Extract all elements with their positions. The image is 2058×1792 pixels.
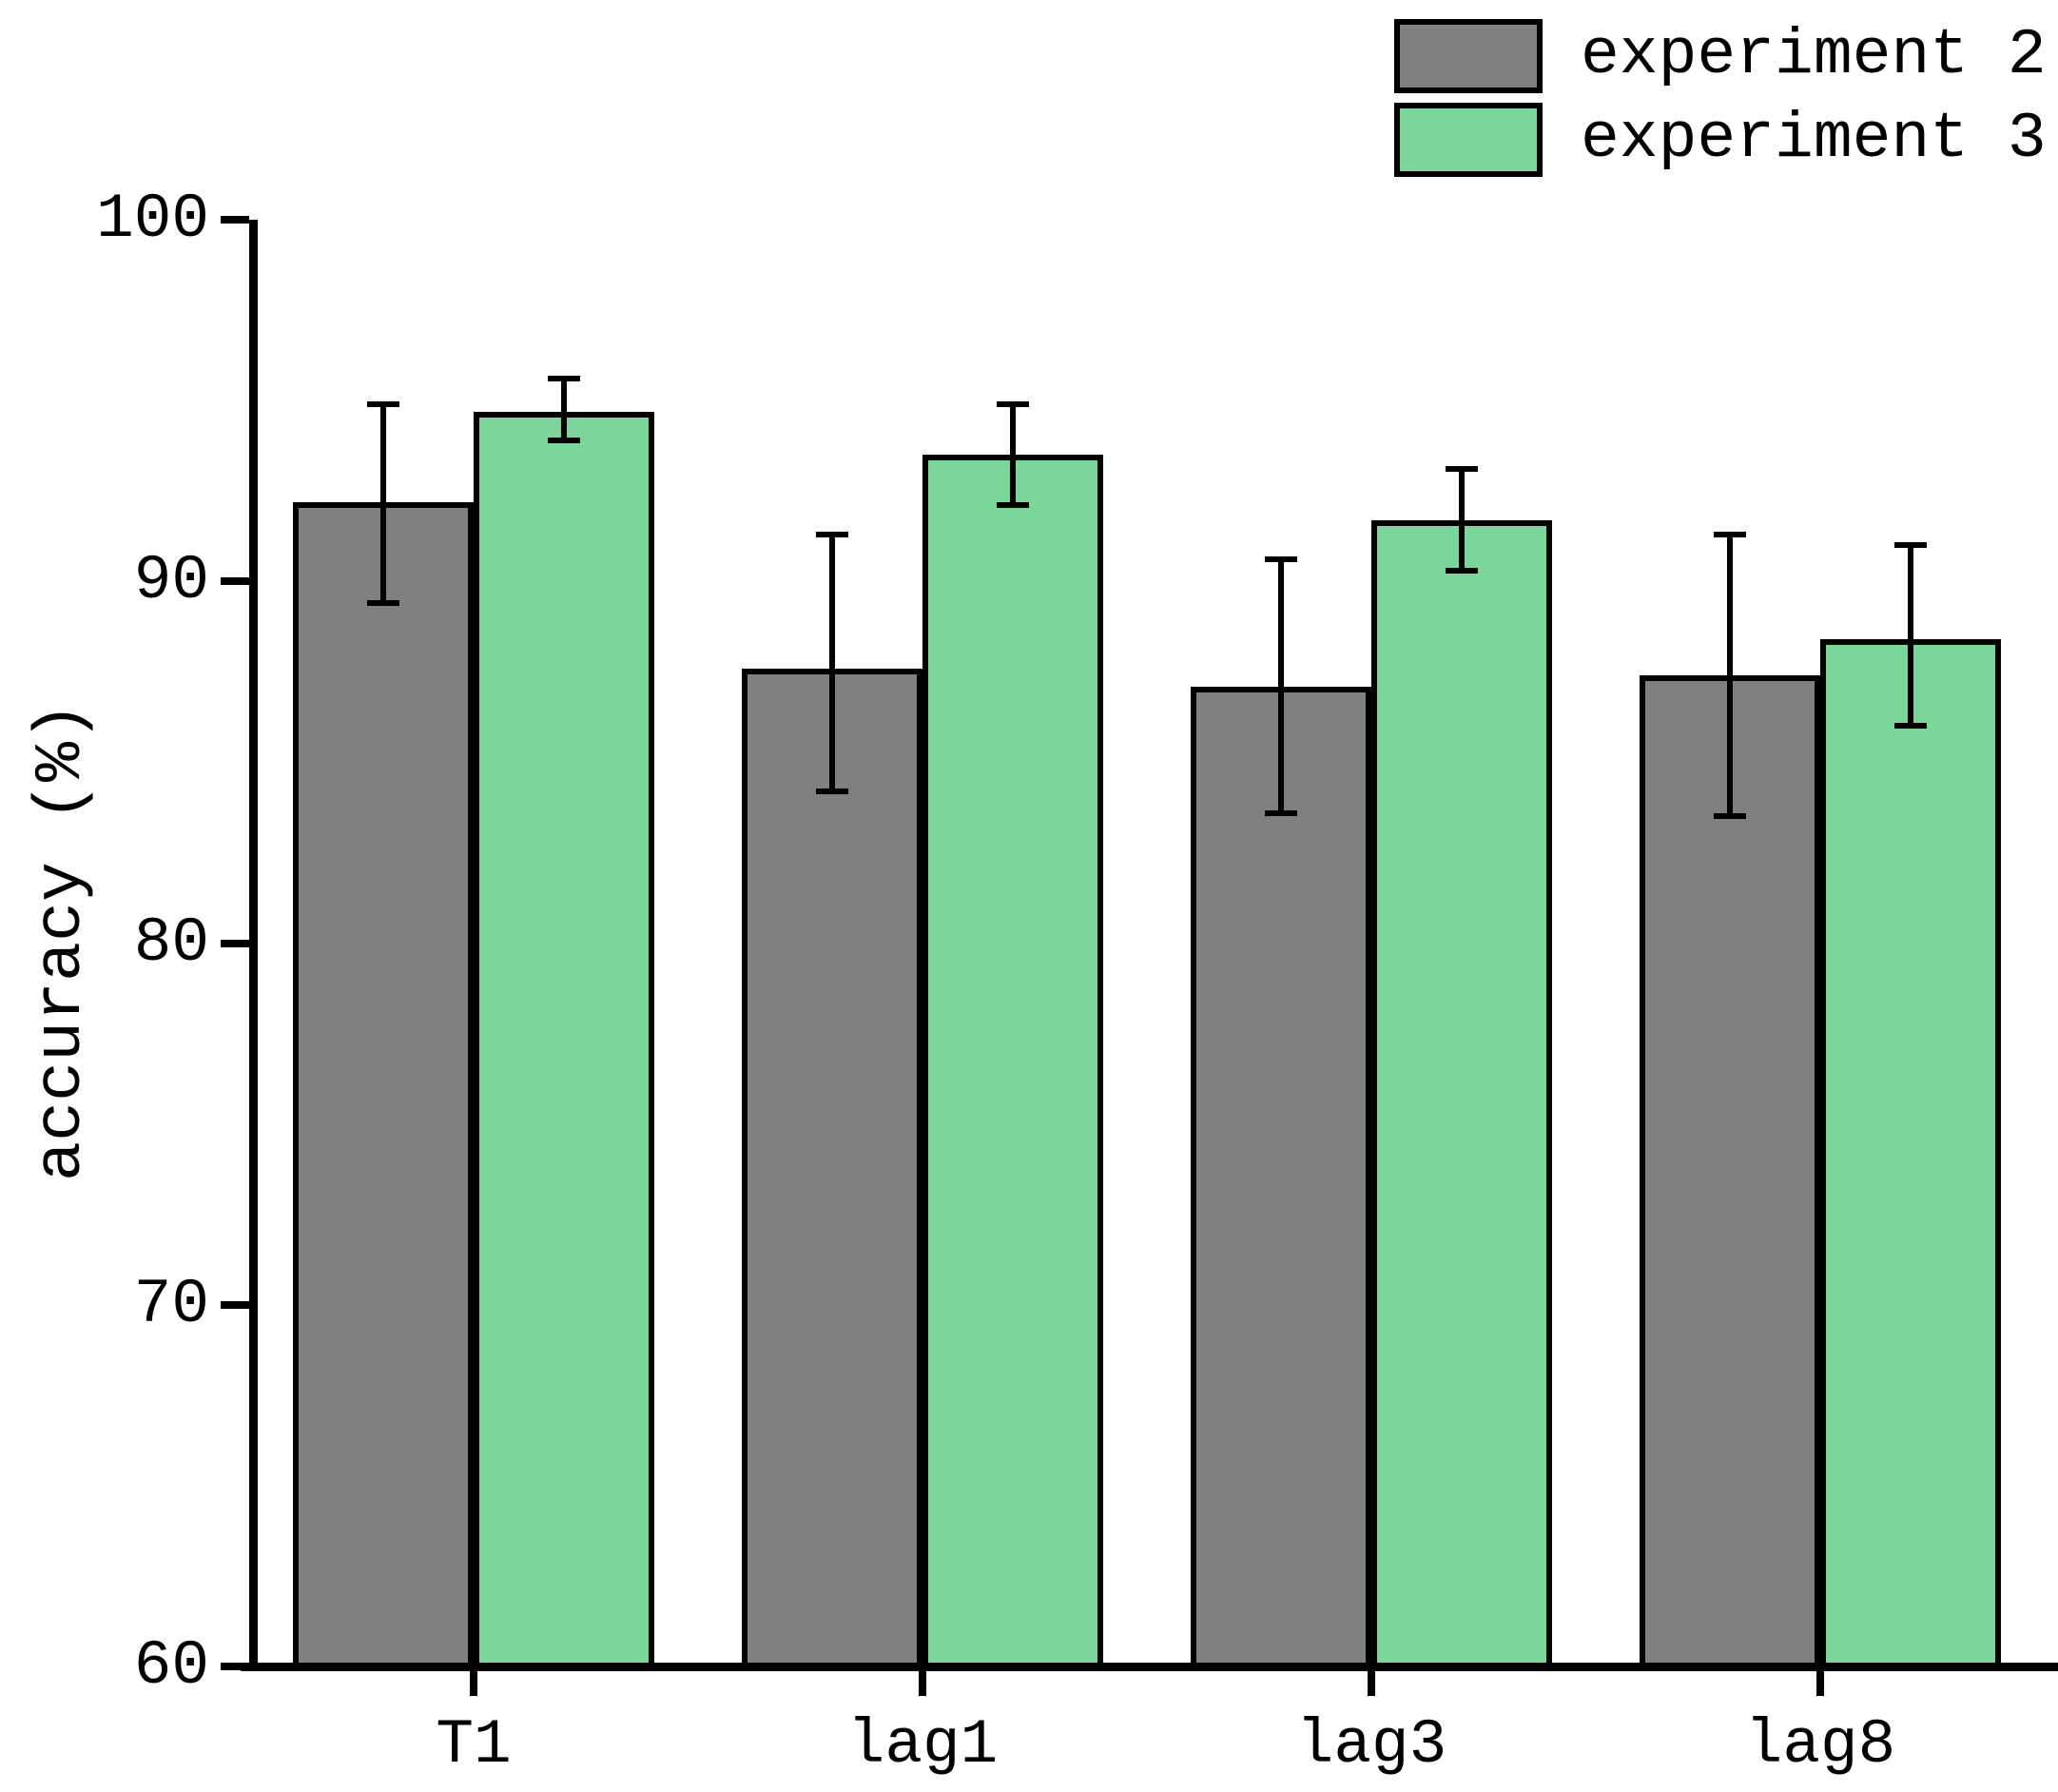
error-bar-experiment-2-lag8-line — [1727, 534, 1733, 817]
bar-experiment-2-T1 — [293, 501, 474, 1668]
error-bar-experiment-3-lag3-cap-bottom — [1446, 567, 1478, 574]
bar-experiment-2-lag1 — [742, 668, 922, 1668]
legend-swatch-experiment-3 — [1394, 103, 1543, 177]
x-tick-lag8 — [1816, 1671, 1824, 1696]
legend: experiment 2 experiment 3 — [1394, 19, 2047, 186]
error-bar-experiment-3-lag3-cap-top — [1446, 466, 1478, 473]
error-bar-experiment-2-T1-cap-bottom — [367, 600, 399, 607]
legend-item-experiment-2: experiment 2 — [1394, 19, 2047, 93]
error-bar-experiment-3-T1-cap-bottom — [548, 437, 580, 443]
y-tick-label-100: 100 — [96, 184, 209, 255]
bar-experiment-3-lag3 — [1371, 519, 1552, 1668]
error-bar-experiment-2-lag3-line — [1278, 559, 1284, 813]
y-tick-label-70: 70 — [133, 1268, 209, 1340]
error-bar-experiment-3-lag3-line — [1459, 469, 1465, 571]
bar-experiment-2-lag3 — [1191, 686, 1371, 1668]
y-tick-90 — [221, 577, 249, 586]
error-bar-experiment-3-lag1-cap-top — [997, 400, 1029, 407]
error-bar-experiment-3-lag1-cap-bottom — [997, 502, 1029, 509]
error-bar-experiment-3-T1-cap-top — [548, 376, 580, 382]
y-tick-80 — [221, 939, 249, 947]
error-bar-experiment-2-lag8-cap-top — [1714, 531, 1746, 537]
error-bar-experiment-2-lag1-cap-bottom — [816, 788, 848, 794]
y-tick-70 — [221, 1300, 249, 1309]
legend-swatch-experiment-2 — [1394, 19, 1543, 93]
bar-experiment-2-lag8 — [1640, 675, 1820, 1668]
bar-experiment-3-T1 — [474, 411, 654, 1668]
error-bar-experiment-3-lag8-line — [1908, 545, 1913, 727]
error-bar-experiment-2-lag3-cap-top — [1265, 556, 1297, 563]
x-tick-label-lag1: lag1 — [846, 1709, 999, 1781]
y-tick-label-60: 60 — [133, 1630, 209, 1702]
bar-experiment-3-lag8 — [1820, 639, 2001, 1668]
error-bar-experiment-2-lag8-cap-bottom — [1714, 813, 1746, 820]
y-tick-60 — [221, 1663, 249, 1670]
y-tick-100 — [221, 216, 249, 224]
error-bar-experiment-3-T1-line — [561, 379, 567, 440]
error-bar-experiment-2-T1-cap-top — [367, 400, 399, 407]
x-tick-label-lag8: lag8 — [1744, 1709, 1896, 1781]
error-bar-experiment-3-lag8-cap-bottom — [1894, 723, 1927, 730]
error-bar-experiment-2-lag1-line — [829, 534, 835, 791]
error-bar-experiment-3-lag8-cap-top — [1894, 542, 1927, 549]
y-axis-line — [249, 220, 258, 1671]
y-tick-label-80: 80 — [133, 906, 209, 979]
x-tick-lag1 — [919, 1671, 926, 1696]
x-axis-line — [241, 1663, 2058, 1671]
x-tick-label-T1: T1 — [436, 1709, 512, 1781]
bar-experiment-3-lag1 — [922, 455, 1103, 1668]
x-tick-lag3 — [1368, 1671, 1375, 1696]
legend-label-experiment-2: experiment 2 — [1581, 19, 2047, 92]
legend-item-experiment-3: experiment 3 — [1394, 103, 2047, 177]
y-tick-label-90: 90 — [133, 545, 209, 617]
x-tick-T1 — [470, 1671, 477, 1696]
error-bar-experiment-2-lag1-cap-top — [816, 531, 848, 537]
error-bar-experiment-3-lag1-line — [1010, 403, 1016, 506]
error-bar-experiment-2-T1-line — [380, 403, 386, 604]
error-bar-experiment-2-lag3-cap-bottom — [1265, 809, 1297, 816]
x-tick-label-lag3: lag3 — [1295, 1709, 1447, 1781]
legend-label-experiment-3: experiment 3 — [1581, 103, 2047, 176]
